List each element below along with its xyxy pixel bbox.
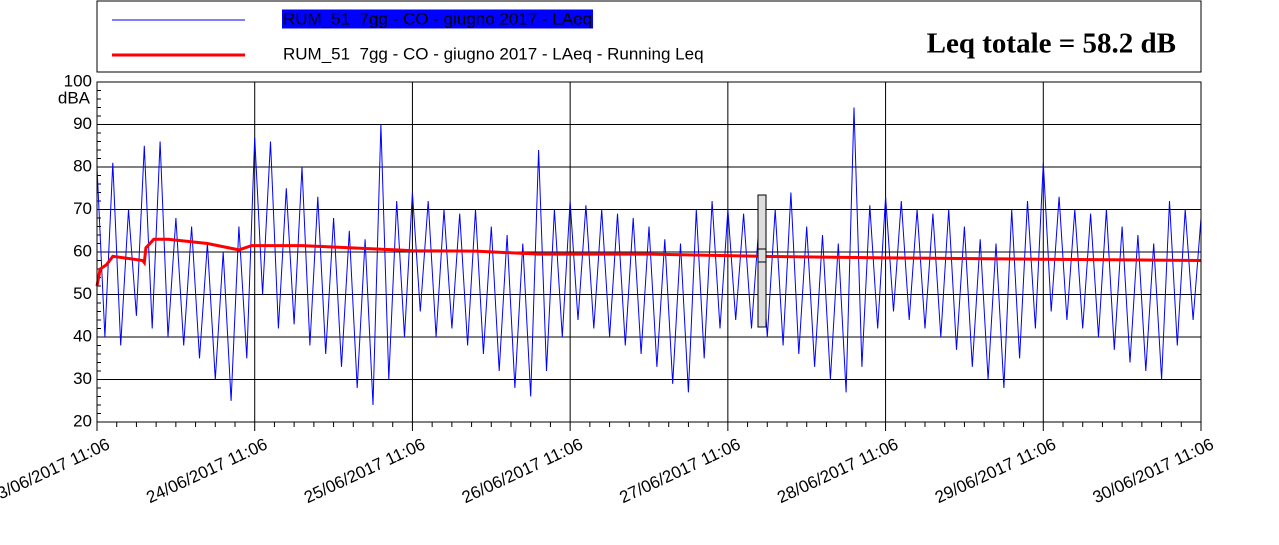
- legend-label: RUM_51 7gg - CO - giugno 2017 - LAeq - R…: [283, 44, 704, 63]
- x-tick-label: 29/06/2017 11:06: [932, 434, 1059, 507]
- x-tick-label: 28/06/2017 11:06: [774, 434, 901, 507]
- plot-frame: [96, 81, 1202, 423]
- y-tick-label: 90: [73, 114, 92, 133]
- series-line: [95, 237, 1202, 287]
- y-tick-label: 30: [73, 369, 92, 388]
- y-tick-label: 50: [73, 284, 92, 303]
- y-axis-label: dBA: [58, 88, 91, 107]
- x-tick-label: 26/06/2017 11:06: [459, 434, 586, 507]
- x-tick-label: 23/06/2017 11:06: [0, 434, 113, 507]
- annotation: Leq totale = 58.2 dB: [927, 28, 1176, 60]
- y-tick-label: 60: [73, 241, 92, 260]
- series-line: [96, 107, 1202, 406]
- y-tick-label: 80: [73, 156, 92, 175]
- y-tick-label: 70: [73, 199, 92, 218]
- y-tick-label: 20: [73, 411, 92, 430]
- x-tick-label: 27/06/2017 11:06: [617, 434, 744, 507]
- x-tick-label: 24/06/2017 11:06: [143, 434, 270, 507]
- x-tick-label: 30/06/2017 11:06: [1090, 434, 1217, 507]
- y-tick-label: 40: [73, 326, 92, 345]
- legend-highlight: [282, 9, 594, 29]
- legend-label: RUM_51 7gg - CO - giugno 2017 - LAeq: [283, 9, 592, 28]
- x-tick-label: 25/06/2017 11:06: [301, 434, 428, 507]
- legend-box: [96, 0, 1202, 73]
- y-tick-label: 100: [64, 71, 92, 90]
- cursor: [757, 194, 767, 328]
